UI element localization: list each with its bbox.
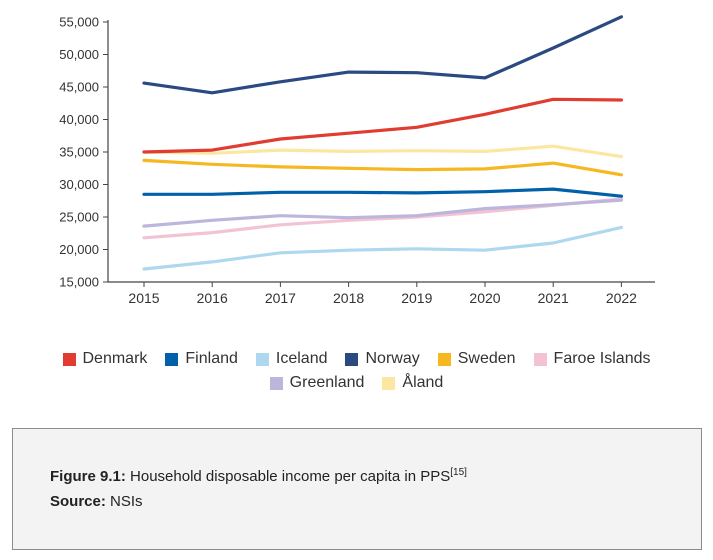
x-tick-label: 2022 bbox=[606, 290, 637, 306]
source-text: NSIs bbox=[105, 493, 143, 510]
y-tick-label: 20,000 bbox=[59, 242, 99, 257]
legend-label: Norway bbox=[365, 350, 420, 367]
y-tick-label: 45,000 bbox=[59, 80, 99, 95]
source-line: Source: NSIs bbox=[50, 493, 143, 510]
figure-reference[interactable]: [15] bbox=[450, 467, 467, 478]
series-line-land bbox=[142, 144, 624, 159]
figure-label: Figure 9.1: bbox=[50, 468, 126, 485]
y-tick-label: 55,000 bbox=[59, 15, 99, 30]
series-line-greenland bbox=[142, 198, 624, 228]
legend-swatch bbox=[269, 376, 283, 390]
figure-caption-box: Figure 9.1: Household disposable income … bbox=[12, 428, 702, 550]
legend-swatch bbox=[533, 352, 547, 366]
x-tick-label: 2016 bbox=[197, 290, 228, 306]
legend-label: Sweden bbox=[457, 350, 516, 367]
legend-swatch bbox=[255, 352, 269, 366]
legend-label: Finland bbox=[185, 350, 238, 367]
x-tick-label: 2018 bbox=[333, 290, 364, 306]
legend-item: Iceland bbox=[255, 350, 328, 368]
series-line-iceland bbox=[142, 225, 624, 271]
series-line-finland bbox=[142, 187, 624, 198]
legend-item: Denmark bbox=[62, 350, 148, 368]
source-label: Source: bbox=[50, 493, 106, 510]
figure-caption: Figure 9.1: Household disposable income … bbox=[50, 467, 467, 485]
y-tick-label: 50,000 bbox=[59, 47, 99, 62]
legend-swatch bbox=[382, 376, 396, 390]
legend-swatch bbox=[437, 352, 451, 366]
figure-text: Household disposable income per capita i… bbox=[125, 468, 451, 485]
legend-row-2: Greenland Åland bbox=[0, 374, 713, 392]
line-chart: 15,000 20,000 25,000 30,000 35,000 40,000 45,0… bbox=[59, 15, 655, 306]
x-tick-label: 2021 bbox=[538, 290, 569, 306]
legend-item: Greenland bbox=[269, 374, 365, 392]
legend-row-1: Denmark Finland Iceland Norway Sweden Faroe I… bbox=[0, 350, 713, 368]
y-tick-label: 30,000 bbox=[59, 177, 99, 192]
legend-label: Iceland bbox=[275, 350, 328, 367]
y-tick-label: 15,000 bbox=[59, 275, 99, 290]
x-tick-label: 2019 bbox=[401, 290, 432, 306]
legend-swatch bbox=[165, 352, 179, 366]
legend-label: Denmark bbox=[82, 350, 148, 367]
y-axis: 15,000 20,000 25,000 30,000 35,000 40,000 45,0… bbox=[59, 15, 109, 290]
x-tick-label: 2020 bbox=[469, 290, 500, 306]
legend-item: Åland bbox=[382, 374, 443, 392]
series-lines bbox=[142, 15, 624, 271]
legend-item: Faroe Islands bbox=[533, 350, 651, 368]
y-tick-label: 35,000 bbox=[59, 145, 99, 160]
x-tick-label: 2017 bbox=[265, 290, 296, 306]
x-axis: 2015 2016 2017 2018 2019 2020 2021 2022 bbox=[108, 281, 655, 306]
series-line-sweden bbox=[142, 158, 624, 177]
legend-item: Norway bbox=[345, 350, 420, 368]
legend-swatch bbox=[62, 352, 76, 366]
legend-item: Sweden bbox=[437, 350, 516, 368]
y-tick-label: 40,000 bbox=[59, 112, 99, 127]
legend-item: Finland bbox=[165, 350, 238, 368]
legend-label: Faroe Islands bbox=[553, 350, 651, 367]
series-line-denmark bbox=[142, 97, 624, 154]
x-tick-label: 2015 bbox=[128, 290, 159, 306]
legend-swatch bbox=[345, 352, 359, 366]
series-line-norway bbox=[142, 15, 624, 95]
y-tick-label: 25,000 bbox=[59, 210, 99, 225]
legend-label: Greenland bbox=[289, 374, 365, 391]
legend-label: Åland bbox=[402, 374, 444, 391]
